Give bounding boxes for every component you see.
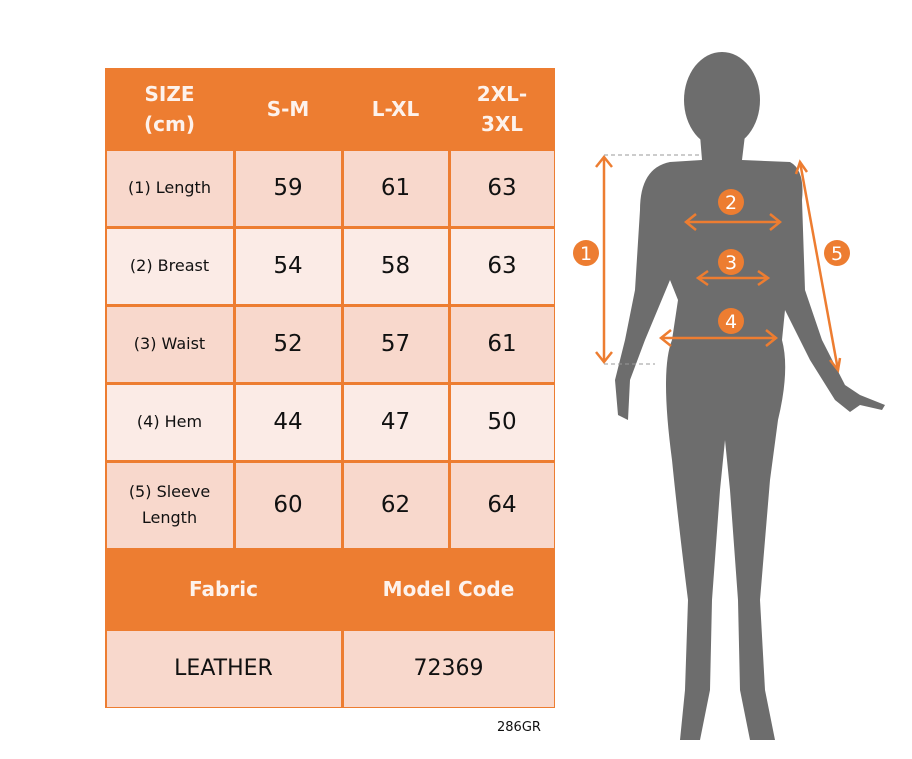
row-label: (5) Sleeve Length xyxy=(106,462,233,548)
marker-label: 2 xyxy=(725,192,737,214)
cell-text: Length xyxy=(141,508,198,527)
marker-3-badge xyxy=(718,249,744,275)
cell-text: (3) Waist xyxy=(133,334,206,353)
size-value: 61 xyxy=(450,306,554,382)
header-text: L-XL xyxy=(371,96,420,121)
silhouette xyxy=(615,52,885,740)
marker-5-badge xyxy=(824,240,850,266)
marker-label: 5 xyxy=(831,243,843,265)
body-silhouette-diagram: 1 2 3 4 5 xyxy=(573,52,885,740)
size-value: 63 xyxy=(450,150,554,226)
header-text: 3XL xyxy=(480,111,524,136)
size-value: 54 xyxy=(235,228,341,304)
size-value: 50 xyxy=(450,384,554,460)
header-cell: SIZE (cm) xyxy=(105,68,234,149)
size-value: 60 xyxy=(235,462,341,548)
fabric-value: LEATHER xyxy=(106,630,341,707)
header-cell: S-M xyxy=(234,68,342,149)
cell-text: (2) Breast xyxy=(129,256,210,275)
measure-markers: 1 2 3 4 5 xyxy=(573,189,850,334)
size-value: 63 xyxy=(450,228,554,304)
marker-label: 3 xyxy=(725,252,737,274)
marker-4-badge xyxy=(718,308,744,334)
row-label: (4) Hem xyxy=(106,384,233,460)
guide-lines xyxy=(604,154,700,365)
size-value: 61 xyxy=(343,150,448,226)
cell-text: (5) Sleeve xyxy=(128,482,211,501)
footer-header: Fabric xyxy=(189,577,258,601)
header-text: 2XL- xyxy=(476,81,528,106)
header-cell: 2XL- 3XL xyxy=(449,68,555,149)
header-text: (cm) xyxy=(144,111,195,136)
size-value: 47 xyxy=(343,384,448,460)
marker-label: 1 xyxy=(580,243,592,265)
measure-arrows xyxy=(595,154,842,373)
size-chart-table: SIZE (cm) S-M L-XL 2XL- 3XL (1) Length 59 61 63 (2… xyxy=(105,68,555,708)
size-value: 62 xyxy=(343,462,448,548)
row-label: (3) Waist xyxy=(106,306,233,382)
marker-2-badge xyxy=(718,189,744,215)
product-code: 286GR xyxy=(497,720,541,735)
marker-label: 4 xyxy=(725,311,737,333)
model-code-value: 72369 xyxy=(343,630,554,707)
size-value: 59 xyxy=(235,150,341,226)
row-label: (1) Length xyxy=(106,150,233,226)
header-cell: L-XL xyxy=(342,68,449,149)
size-value: 44 xyxy=(235,384,341,460)
cell-text: (4) Hem xyxy=(136,412,203,431)
marker-1-badge xyxy=(573,240,599,266)
row-label: (2) Breast xyxy=(106,228,233,304)
header-text: S-M xyxy=(266,96,310,121)
size-value: 58 xyxy=(343,228,448,304)
header-text: SIZE xyxy=(144,81,195,106)
size-value: 64 xyxy=(450,462,554,548)
size-value: 52 xyxy=(235,306,341,382)
footer-header: Model Code xyxy=(382,577,515,601)
cell-text: (1) Length xyxy=(128,178,211,197)
size-value: 57 xyxy=(343,306,448,382)
